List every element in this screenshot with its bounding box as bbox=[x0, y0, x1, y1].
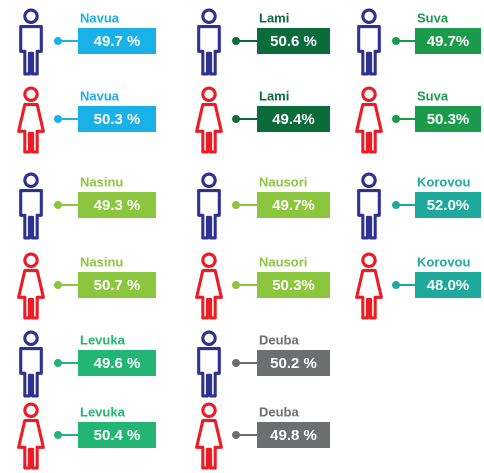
value-box bbox=[78, 28, 156, 54]
value-label: 50.3% bbox=[272, 277, 315, 294]
town-name: Korovou bbox=[417, 174, 471, 189]
value-label: 49.4% bbox=[272, 111, 315, 128]
male-icon bbox=[196, 330, 222, 398]
female-icon bbox=[16, 402, 46, 470]
value-label: 49.3 % bbox=[94, 197, 141, 214]
value-box bbox=[78, 192, 156, 218]
male-entry: Deuba 50.2 % bbox=[196, 330, 330, 398]
female-entry: Nausori 50.3% bbox=[194, 252, 330, 320]
value-label: 49.6 % bbox=[94, 355, 141, 372]
value-box bbox=[415, 272, 481, 298]
male-entry: Lami 50.6 % bbox=[196, 8, 330, 76]
female-icon bbox=[194, 402, 224, 470]
value-box bbox=[415, 192, 481, 218]
male-entry: Suva 49.7% bbox=[356, 8, 481, 76]
town-name: Nasinu bbox=[80, 174, 123, 189]
male-icon bbox=[196, 172, 222, 240]
value-box bbox=[257, 350, 330, 376]
town-name: Nausori bbox=[259, 254, 307, 269]
town-name: Nausori bbox=[259, 174, 307, 189]
male-icon bbox=[18, 330, 44, 398]
female-icon bbox=[354, 252, 384, 320]
female-entry: Navua 50.3 % bbox=[16, 86, 156, 154]
female-icon bbox=[16, 252, 46, 320]
town-name: Deuba bbox=[259, 332, 300, 347]
value-box bbox=[257, 106, 330, 132]
value-label: 50.3 % bbox=[94, 111, 141, 128]
town-name: Navua bbox=[80, 88, 120, 103]
town-name: Nasinu bbox=[80, 254, 123, 269]
female-entry: Deuba 49.8 % bbox=[194, 402, 330, 470]
town-name: Lami bbox=[259, 88, 289, 103]
female-entry: Suva 50.3% bbox=[354, 86, 481, 154]
male-entry: Nasinu 49.3 % bbox=[18, 172, 156, 240]
female-entry: Levuka 50.4 % bbox=[16, 402, 156, 470]
female-entry: Lami 49.4% bbox=[194, 86, 330, 154]
value-label: 50.6 % bbox=[270, 33, 317, 50]
female-icon bbox=[194, 252, 224, 320]
male-entry: Korovou 52.0% bbox=[356, 172, 481, 240]
female-icon bbox=[16, 86, 46, 154]
value-box bbox=[78, 106, 156, 132]
value-box bbox=[78, 272, 156, 298]
value-label: 50.2 % bbox=[270, 355, 317, 372]
value-label: 50.3% bbox=[427, 111, 470, 128]
male-entry: Levuka 49.6 % bbox=[18, 330, 156, 398]
male-entry: Navua 49.7 % bbox=[18, 8, 156, 76]
male-entry: Nausori 49.7% bbox=[196, 172, 330, 240]
value-label: 52.0% bbox=[427, 197, 470, 214]
town-name: Korovou bbox=[417, 254, 471, 269]
female-icon bbox=[354, 86, 384, 154]
value-box bbox=[415, 106, 481, 132]
male-icon bbox=[196, 8, 222, 76]
female-entry: Korovou 48.0% bbox=[354, 252, 481, 320]
value-box bbox=[78, 422, 156, 448]
town-name: Suva bbox=[417, 88, 449, 103]
town-name: Deuba bbox=[259, 404, 300, 419]
male-icon bbox=[18, 8, 44, 76]
value-label: 50.7 % bbox=[94, 277, 141, 294]
male-icon bbox=[356, 172, 382, 240]
value-label: 49.7% bbox=[427, 33, 470, 50]
value-label: 49.7 % bbox=[94, 33, 141, 50]
town-name: Navua bbox=[80, 10, 120, 25]
female-icon bbox=[194, 86, 224, 154]
value-box bbox=[415, 28, 481, 54]
value-label: 49.7% bbox=[272, 197, 315, 214]
value-label: 49.8 % bbox=[270, 427, 317, 444]
town-name: Levuka bbox=[80, 404, 126, 419]
value-box bbox=[78, 350, 156, 376]
male-icon bbox=[18, 172, 44, 240]
value-label: 48.0% bbox=[427, 277, 470, 294]
town-name: Lami bbox=[259, 10, 289, 25]
male-icon bbox=[356, 8, 382, 76]
value-box bbox=[257, 422, 330, 448]
value-label: 50.4 % bbox=[94, 427, 141, 444]
value-box bbox=[257, 192, 330, 218]
town-name: Levuka bbox=[80, 332, 126, 347]
town-name: Suva bbox=[417, 10, 449, 25]
value-box bbox=[257, 28, 330, 54]
female-entry: Nasinu 50.7 % bbox=[16, 252, 156, 320]
value-box bbox=[257, 272, 330, 298]
